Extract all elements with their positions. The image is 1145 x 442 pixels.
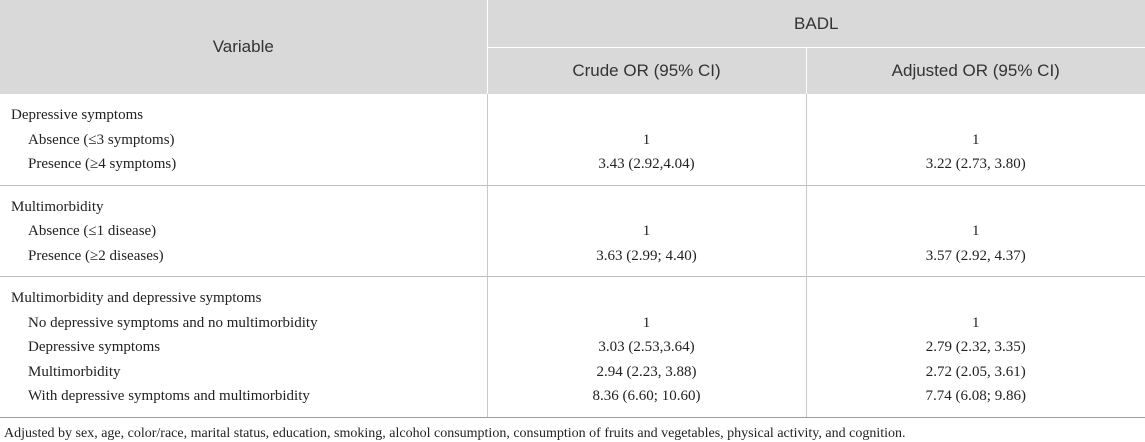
row-label: Absence (≤1 disease) <box>0 219 487 244</box>
row-label: Depressive symptoms <box>0 335 487 360</box>
adjusted-value: 2.72 (2.05, 3.61) <box>807 360 1145 385</box>
row-label: With depressive symptoms and multimorbid… <box>0 384 487 409</box>
adjusted-value: 1 <box>807 311 1145 336</box>
header-badl: BADL <box>487 0 1145 48</box>
adjusted-value: 1 <box>807 219 1145 244</box>
adjusted-value: 2.79 (2.32, 3.35) <box>807 335 1145 360</box>
header-crude-or: Crude OR (95% CI) <box>487 48 806 95</box>
adjusted-value: 7.74 (6.08; 9.86) <box>807 384 1145 409</box>
group-title: Multimorbidity and depressive symptoms <box>0 286 487 311</box>
crude-value: 3.63 (2.99; 4.40) <box>488 244 806 269</box>
row-label: Absence (≤3 symptoms) <box>0 128 487 153</box>
crude-cell: 1 3.03 (2.53,3.64) 2.94 (2.23, 3.88) 8.3… <box>487 277 806 418</box>
adjusted-value: 1 <box>807 128 1145 153</box>
table-row: Multimorbidity Absence (≤1 disease) Pres… <box>0 185 1145 277</box>
crude-value: 3.03 (2.53,3.64) <box>488 335 806 360</box>
crude-value: 1 <box>488 219 806 244</box>
crude-value: 8.36 (6.60; 10.60) <box>488 384 806 409</box>
label-cell: Depressive symptoms Absence (≤3 symptoms… <box>0 94 487 185</box>
crude-cell: 1 3.63 (2.99; 4.40) <box>487 185 806 277</box>
adjusted-cell: 1 3.22 (2.73, 3.80) <box>806 94 1145 185</box>
table-row: Multimorbidity and depressive symptoms N… <box>0 277 1145 418</box>
row-label: No depressive symptoms and no multimorbi… <box>0 311 487 336</box>
adjusted-cell: 1 2.79 (2.32, 3.35) 2.72 (2.05, 3.61) 7.… <box>806 277 1145 418</box>
crude-value: 2.94 (2.23, 3.88) <box>488 360 806 385</box>
adjusted-value: 3.57 (2.92, 4.37) <box>807 244 1145 269</box>
adjusted-cell: 1 3.57 (2.92, 4.37) <box>806 185 1145 277</box>
table-body: Depressive symptoms Absence (≤3 symptoms… <box>0 94 1145 417</box>
group-title: Multimorbidity <box>0 195 487 220</box>
crude-value: 3.43 (2.92,4.04) <box>488 152 806 177</box>
adjusted-value: 3.22 (2.73, 3.80) <box>807 152 1145 177</box>
label-cell: Multimorbidity Absence (≤1 disease) Pres… <box>0 185 487 277</box>
crude-cell: 1 3.43 (2.92,4.04) <box>487 94 806 185</box>
group-title: Depressive symptoms <box>0 103 487 128</box>
header-variable: Variable <box>0 0 487 94</box>
row-label: Presence (≥2 diseases) <box>0 244 487 269</box>
table-header: Variable BADL Crude OR (95% CI) Adjusted… <box>0 0 1145 94</box>
crude-value: 1 <box>488 311 806 336</box>
label-cell: Multimorbidity and depressive symptoms N… <box>0 277 487 418</box>
row-label: Presence (≥4 symptoms) <box>0 152 487 177</box>
odds-ratio-table: Variable BADL Crude OR (95% CI) Adjusted… <box>0 0 1145 418</box>
crude-value: 1 <box>488 128 806 153</box>
table-footnote: Adjusted by sex, age, color/race, marita… <box>0 426 1145 442</box>
table-row: Depressive symptoms Absence (≤3 symptoms… <box>0 94 1145 185</box>
row-label: Multimorbidity <box>0 360 487 385</box>
header-adjusted-or: Adjusted OR (95% CI) <box>806 48 1145 95</box>
